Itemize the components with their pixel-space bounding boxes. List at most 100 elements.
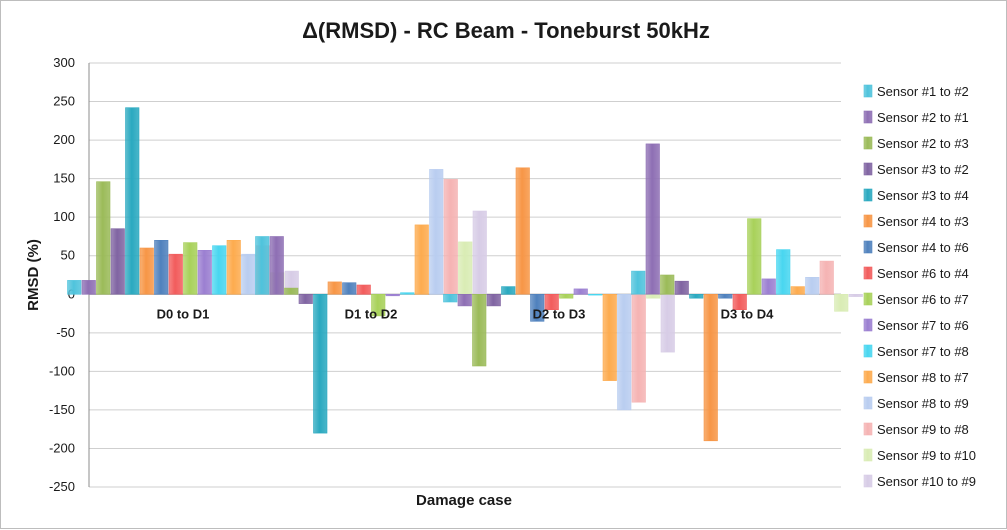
bar bbox=[168, 253, 183, 295]
x-category-label: D0 to D1 bbox=[157, 306, 210, 321]
legend-label: Sensor #8 to #7 bbox=[877, 370, 969, 385]
bar bbox=[342, 282, 357, 295]
legend-label: Sensor #2 to #3 bbox=[877, 136, 969, 151]
y-tick-label: -250 bbox=[49, 479, 75, 494]
bar bbox=[443, 293, 458, 303]
bar bbox=[96, 181, 111, 295]
bar bbox=[703, 293, 718, 442]
bar bbox=[255, 236, 270, 295]
bar bbox=[646, 293, 661, 299]
legend: Sensor #1 to #2 Sensor #2 to #1 Sensor #2 … bbox=[863, 84, 976, 489]
bar bbox=[457, 293, 472, 307]
bar bbox=[284, 287, 299, 295]
bar bbox=[790, 286, 805, 295]
y-tick-label: -200 bbox=[49, 440, 75, 455]
legend-swatch bbox=[863, 266, 873, 280]
bar bbox=[197, 250, 212, 295]
legend-label: Sensor #7 to #6 bbox=[877, 318, 969, 333]
legend-swatch bbox=[863, 136, 873, 150]
bar bbox=[458, 241, 473, 295]
bar bbox=[443, 179, 458, 295]
bar bbox=[631, 293, 646, 403]
bar bbox=[212, 245, 227, 295]
bar bbox=[269, 236, 284, 295]
legend-label: Sensor #9 to #8 bbox=[877, 422, 969, 437]
chart-title: Δ(RMSD) - RC Beam - Toneburst 50kHz bbox=[302, 18, 710, 43]
bar bbox=[400, 292, 415, 295]
bar bbox=[631, 270, 646, 295]
legend-swatch bbox=[863, 318, 873, 332]
bar bbox=[588, 293, 603, 296]
y-tick-label: 50 bbox=[61, 248, 75, 263]
y-tick-label: 250 bbox=[53, 94, 75, 109]
bar bbox=[732, 293, 747, 310]
legend-label: Sensor #6 to #4 bbox=[877, 266, 969, 281]
bar bbox=[617, 293, 632, 411]
bar bbox=[805, 276, 820, 295]
legend-swatch bbox=[863, 474, 873, 488]
legend-swatch bbox=[863, 396, 873, 410]
legend-swatch bbox=[863, 188, 873, 202]
legend-label: Sensor #4 to #3 bbox=[877, 214, 969, 229]
legend-swatch bbox=[863, 110, 873, 124]
bar bbox=[848, 293, 863, 297]
bar bbox=[834, 293, 849, 312]
bar bbox=[674, 280, 689, 295]
legend-label: Sensor #3 to #4 bbox=[877, 188, 969, 203]
bars bbox=[67, 107, 863, 442]
legend-swatch bbox=[863, 422, 873, 436]
bar bbox=[226, 240, 241, 295]
y-tick-label: -50 bbox=[56, 325, 75, 340]
legend-label: Sensor #4 to #6 bbox=[877, 240, 969, 255]
bar bbox=[486, 293, 501, 307]
legend-label: Sensor #1 to #2 bbox=[877, 84, 969, 99]
y-axis-title: RMSD (%) bbox=[25, 239, 42, 311]
bar bbox=[660, 293, 675, 353]
legend-label: Sensor #9 to #10 bbox=[877, 448, 976, 463]
bar bbox=[67, 280, 82, 295]
y-tick-label: 200 bbox=[53, 132, 75, 147]
bar bbox=[530, 293, 545, 322]
bar bbox=[414, 224, 429, 295]
bar bbox=[472, 293, 487, 367]
bar bbox=[356, 284, 371, 295]
x-axis-categories: D0 to D1 D1 to D2 D2 to D3 D3 to D4 bbox=[157, 306, 775, 321]
bar bbox=[776, 249, 791, 295]
bar bbox=[125, 107, 140, 295]
bar bbox=[241, 253, 256, 295]
x-axis-title: Damage case bbox=[416, 492, 512, 509]
bar bbox=[573, 288, 588, 295]
bar bbox=[154, 240, 169, 295]
legend-label: Sensor #10 to #9 bbox=[877, 474, 976, 489]
bar bbox=[819, 260, 834, 295]
x-category-label: D2 to D3 bbox=[533, 306, 586, 321]
x-category-label: D1 to D2 bbox=[345, 306, 398, 321]
bar bbox=[660, 274, 675, 295]
legend-swatch bbox=[863, 84, 873, 98]
bar bbox=[81, 280, 96, 295]
bar bbox=[544, 293, 559, 310]
bar bbox=[761, 278, 776, 295]
bar bbox=[689, 293, 704, 299]
bar bbox=[298, 293, 313, 304]
legend-swatch bbox=[863, 448, 873, 462]
legend-swatch bbox=[863, 344, 873, 358]
legend-swatch bbox=[863, 240, 873, 254]
bar bbox=[385, 293, 400, 297]
y-tick-label: 150 bbox=[53, 171, 75, 186]
legend-label: Sensor #3 to #2 bbox=[877, 162, 969, 177]
legend-swatch bbox=[863, 214, 873, 228]
y-tick-label: -100 bbox=[49, 363, 75, 378]
bar bbox=[371, 293, 386, 317]
legend-label: Sensor #2 to #1 bbox=[877, 110, 969, 125]
bar bbox=[747, 218, 762, 295]
legend-label: Sensor #6 to #7 bbox=[877, 292, 969, 307]
x-category-label: D3 to D4 bbox=[721, 306, 775, 321]
bar bbox=[429, 169, 444, 295]
bar bbox=[183, 242, 198, 295]
legend-label: Sensor #8 to #9 bbox=[877, 396, 969, 411]
y-tick-label: 100 bbox=[53, 209, 75, 224]
legend-swatch bbox=[863, 370, 873, 384]
bar bbox=[515, 167, 530, 295]
